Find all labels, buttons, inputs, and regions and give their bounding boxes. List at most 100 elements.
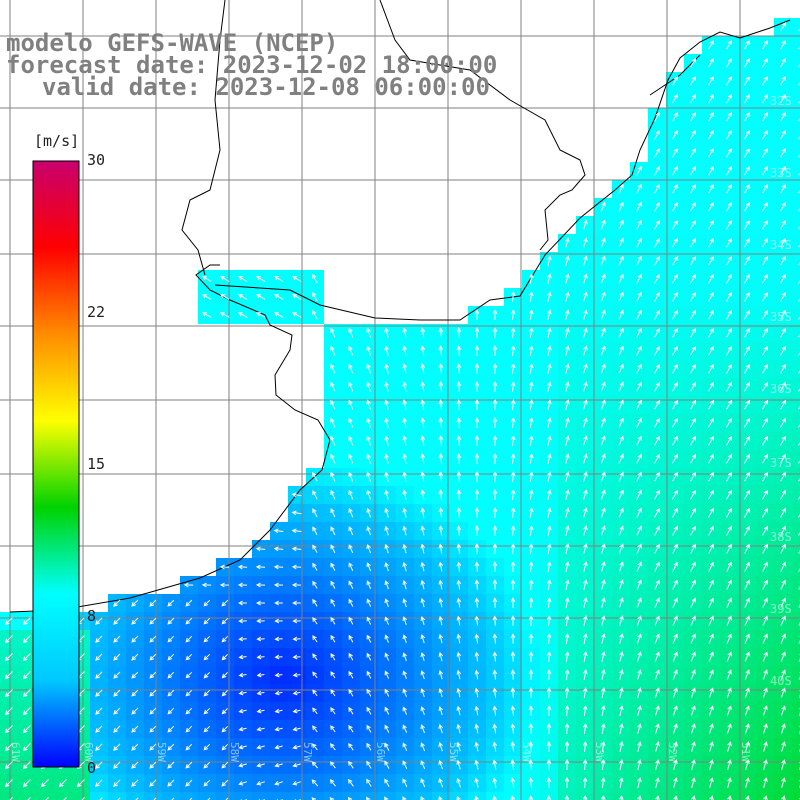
wind-arrow [636, 183, 642, 194]
wind-arrow [708, 40, 714, 50]
wind-arrow [798, 330, 800, 338]
wind-arrow [384, 363, 389, 374]
wind-arrow [619, 705, 624, 717]
wind-arrow [492, 633, 498, 644]
wind-arrow [474, 615, 480, 626]
wind-arrow [798, 546, 800, 554]
wind-arrow [565, 237, 570, 248]
wind-arrow [744, 184, 750, 194]
wind-arrow [547, 507, 552, 518]
wind-arrow [798, 132, 800, 140]
wind-arrow [312, 562, 318, 571]
wind-arrow [22, 635, 31, 644]
wind-arrow [708, 273, 714, 284]
wind-arrow [402, 760, 408, 770]
wind-arrow [221, 672, 228, 679]
wind-arrow [690, 525, 696, 536]
wind-arrow [256, 780, 265, 786]
wind-arrow [762, 273, 768, 284]
wind-arrow [510, 309, 516, 320]
wind-arrow [672, 489, 679, 500]
wind-arrow [384, 345, 389, 356]
wind-arrow [654, 489, 660, 500]
wind-arrow [113, 653, 121, 661]
wind-arrow [565, 489, 570, 500]
wind-cell [792, 288, 800, 306]
wind-arrow [312, 309, 318, 320]
wind-arrow [762, 58, 768, 68]
wind-arrow [690, 597, 696, 608]
wind-arrow [492, 651, 498, 662]
wind-arrow [312, 291, 318, 302]
wind-arrow [726, 525, 732, 536]
wind-arrow [384, 652, 390, 661]
wind-arrow [762, 597, 768, 608]
wind-arrow [402, 435, 407, 446]
wind-arrow [510, 615, 516, 626]
wind-arrow [221, 617, 229, 625]
wind-arrow [565, 525, 570, 536]
wind-arrow [654, 687, 660, 698]
wind-arrow [744, 597, 750, 608]
wind-arrow [726, 723, 732, 734]
wind-arrow [456, 471, 462, 482]
wind-cell [468, 792, 486, 800]
wind-arrow [708, 399, 715, 410]
wind-arrow [745, 795, 750, 800]
wind-arrow [420, 616, 426, 626]
wind-arrow [600, 291, 606, 302]
wind-arrow [312, 490, 318, 500]
wind-cell [288, 792, 306, 800]
forecast-date: forecast date: 2023-12-02 18:00:00 [6, 51, 498, 79]
wind-arrow [292, 690, 301, 696]
wind-arrow [690, 615, 696, 626]
wind-arrow [95, 617, 103, 625]
wind-arrow [672, 615, 678, 626]
wind-arrow [221, 761, 229, 769]
wind-arrow [780, 435, 787, 446]
wind-arrow [762, 130, 768, 140]
model-title: modelo GEFS-WAVE (NCEP) [6, 29, 339, 57]
wind-arrow [654, 453, 660, 464]
wind-arrow [744, 94, 750, 104]
wind-arrow [636, 363, 642, 374]
wind-arrow [708, 489, 715, 500]
wind-arrow [311, 779, 319, 787]
wind-cell [648, 792, 666, 800]
wind-arrow [220, 294, 230, 300]
wind-arrow [636, 453, 642, 464]
wind-arrow [238, 275, 248, 282]
wind-arrow [762, 543, 768, 554]
wind-arrow [474, 327, 480, 338]
lon-label: 51W [739, 742, 752, 762]
lat-label: 34S [770, 238, 792, 252]
wind-arrow [366, 760, 372, 769]
wind-arrow [528, 777, 534, 788]
wind-arrow [583, 219, 588, 230]
wind-arrow [402, 399, 407, 410]
wind-arrow [780, 381, 787, 392]
wind-cell [792, 18, 800, 36]
wind-arrow [348, 507, 354, 518]
wind-arrow [420, 579, 426, 590]
wind-arrow [492, 687, 498, 698]
wind-arrow [619, 741, 624, 752]
wind-arrow [274, 654, 283, 660]
wind-arrow [292, 654, 301, 660]
wind-cell [792, 468, 800, 486]
wind-arrow [528, 291, 534, 302]
wind-arrow [312, 617, 318, 625]
wind-arrow [185, 707, 193, 715]
wind-arrow [474, 723, 480, 734]
wind-cell [360, 792, 378, 800]
wind-arrow [672, 130, 678, 140]
wind-arrow [583, 255, 588, 266]
wind-arrow [780, 76, 786, 86]
wind-arrow [672, 273, 678, 284]
wind-arrow [798, 348, 800, 356]
wind-arrow [708, 687, 714, 698]
wind-arrow [438, 327, 444, 338]
wind-arrow [456, 705, 462, 716]
wind-arrow [763, 741, 768, 752]
wind-arrow [510, 597, 516, 608]
